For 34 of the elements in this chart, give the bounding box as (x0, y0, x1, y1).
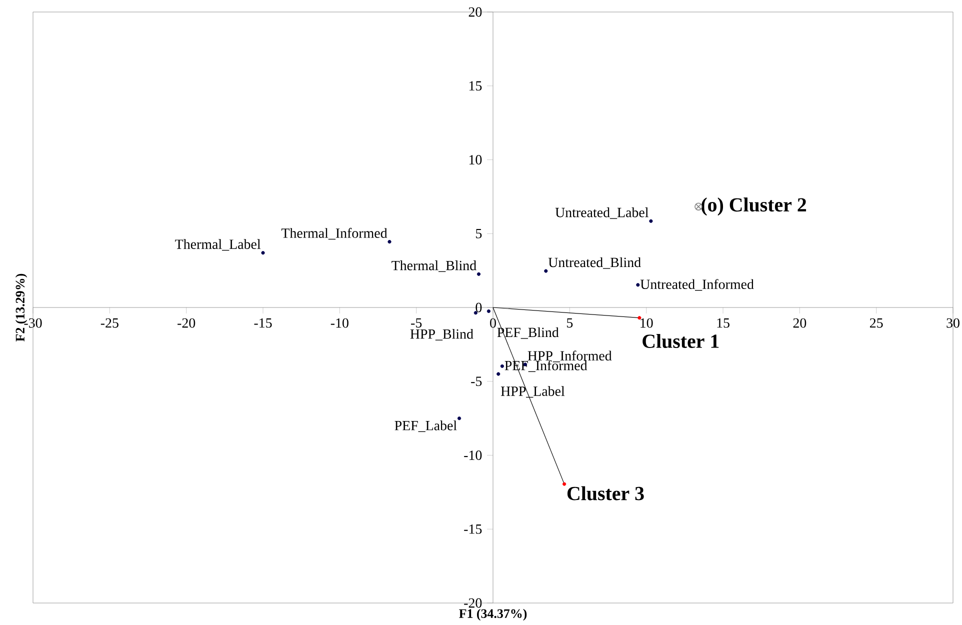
y-tick-label: -15 (464, 524, 482, 534)
annotation: Untreated_Blind (548, 257, 641, 269)
y-tick-label: 0 (476, 302, 482, 312)
x-tick-label: 15 (717, 318, 730, 328)
y-tick-label: 5 (476, 228, 482, 238)
y-tick-label: -10 (464, 450, 482, 460)
annotation: Thermal_Blind (392, 260, 476, 272)
annotation: Untreated_Informed (640, 279, 754, 291)
annotation: Thermal_Informed (281, 228, 388, 240)
x-tick-label: 10 (640, 318, 653, 328)
y-tick-label: -20 (464, 598, 482, 608)
x-tick-label: 5 (567, 318, 573, 328)
annotation: Cluster 3 (567, 486, 644, 500)
x-tick-label: -15 (254, 318, 272, 328)
x-tick-label: 20 (793, 318, 806, 328)
annotation: HPP_Informed (528, 350, 612, 362)
y-tick-label: 20 (468, 7, 482, 17)
x-tick-label: -20 (178, 318, 196, 328)
x-tick-label: -10 (330, 318, 348, 328)
x-tick-label: 30 (946, 318, 960, 328)
x-tick-label: -25 (100, 318, 118, 328)
annotation: Untreated_Label (555, 207, 648, 219)
x-tick-label: 25 (870, 318, 883, 328)
x-tick-label: 0 (490, 318, 496, 328)
annotation: (o) Cluster 2 (702, 198, 806, 216)
x-axis-title: F1 (34.37%) (459, 608, 527, 621)
annotation: Cluster 1 (642, 334, 719, 348)
y-tick-label: 15 (469, 81, 482, 91)
x-tick-label: -5 (411, 318, 422, 328)
annotation: HPP_Blind (410, 328, 474, 340)
annotation: Thermal_Label (175, 239, 261, 251)
annotation: PEF_Label (394, 420, 457, 432)
y-tick-label: 10 (469, 155, 482, 164)
y-tick-label: -5 (471, 376, 482, 386)
